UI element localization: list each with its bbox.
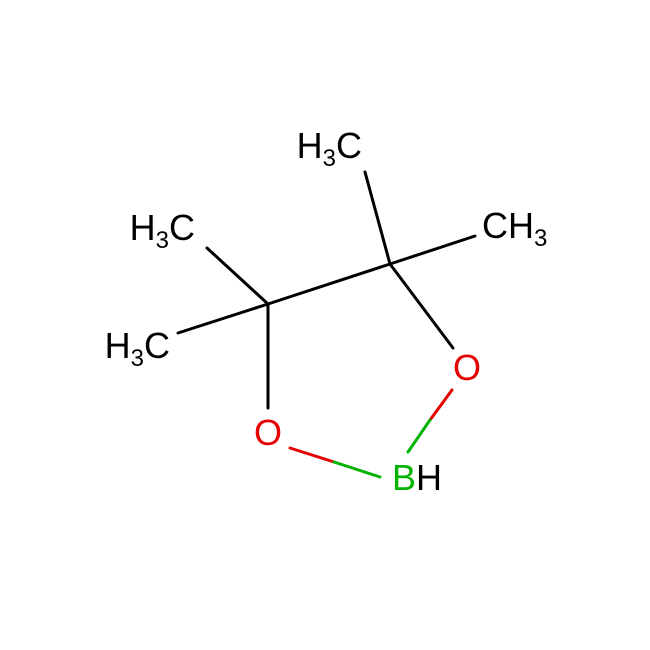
bond-c1-c2 xyxy=(268,264,390,304)
b-letter: B xyxy=(392,457,416,498)
bond-c2-me4 xyxy=(390,236,475,264)
atom-me1: H3C xyxy=(130,207,195,254)
h-letter: H xyxy=(416,457,442,498)
atom-me3: H3C xyxy=(297,125,362,172)
bonds xyxy=(178,172,475,477)
atom-me4: CH3 xyxy=(482,205,547,252)
bond-c2-me3 xyxy=(365,172,390,264)
molecule-diagram: O O BH H3C H3C H3C CH3 xyxy=(0,0,650,650)
bond-o2-b-green xyxy=(408,420,430,452)
atom-me2: H3C xyxy=(105,325,170,372)
bond-c1-me2 xyxy=(178,304,268,333)
bond-o1-b-red xyxy=(290,448,334,462)
bond-o1-b-green xyxy=(334,462,380,477)
o1-text: O xyxy=(254,412,282,453)
bond-c1-me1 xyxy=(207,248,268,304)
atom-bh: BH xyxy=(392,457,442,498)
atom-o1: O xyxy=(254,412,282,453)
atom-o2: O xyxy=(453,347,481,388)
o2-text: O xyxy=(453,347,481,388)
bond-o2-b-red xyxy=(430,390,452,420)
bond-c2-o2 xyxy=(390,264,453,348)
